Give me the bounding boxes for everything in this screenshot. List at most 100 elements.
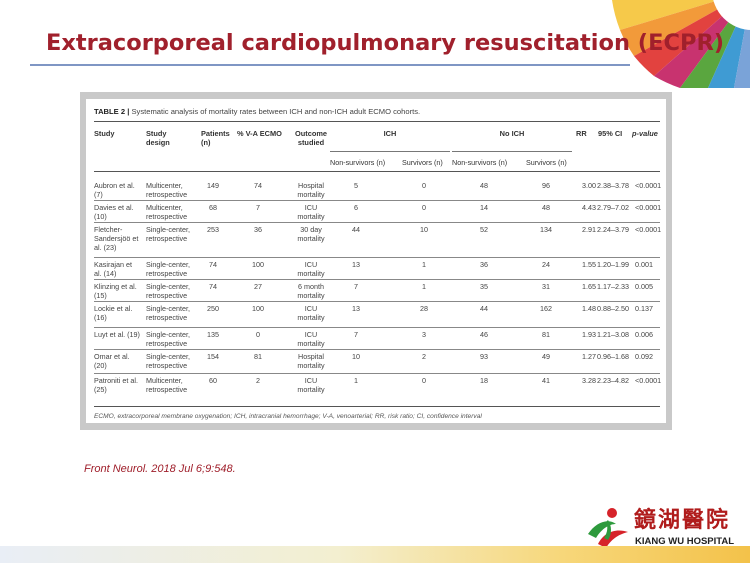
header-design: Study design (146, 129, 170, 147)
cell-line: retrospective (146, 269, 188, 278)
cell-line: ICU (304, 260, 318, 269)
cell-no-s: 41 (542, 376, 550, 385)
cell-patients: 74 (209, 260, 217, 269)
no-ich-nonsurvivors-header: Non-survivors (n) (452, 158, 508, 167)
header-study: Study (94, 129, 115, 138)
cell-line: Multicenter, (146, 181, 183, 190)
cell-patients: 60 (209, 376, 217, 385)
cell-no-ns: 36 (480, 260, 488, 269)
cell-no-s: 134 (540, 225, 552, 234)
cell-study: Lockie et al. (16) (94, 304, 148, 322)
cell-va: 0 (256, 330, 260, 339)
cell-design: Multicenter, retrospective (146, 181, 202, 199)
cell-p: 0.092 (635, 352, 653, 361)
cell-ci: 2.79–7.02 (597, 203, 629, 212)
cell-no-ns: 18 (480, 376, 488, 385)
cell-line: Single-center, (146, 352, 190, 361)
cell-line: mortality (297, 361, 325, 370)
cell-va: 100 (252, 260, 264, 269)
cell-p: <0.0001 (635, 225, 662, 234)
cell-line: (10) (94, 212, 107, 221)
cell-ich-ns: 7 (354, 282, 358, 291)
cell-ich-s: 1 (422, 282, 426, 291)
cell-line: Fletcher- (94, 225, 123, 234)
cell-ich-s: 3 (422, 330, 426, 339)
cell-p: <0.0001 (635, 376, 662, 385)
cell-ich-ns: 13 (352, 260, 360, 269)
cell-study: Fletcher- Sandersjöö et al. (23) (94, 225, 148, 252)
cell-line: mortality (297, 190, 325, 199)
cell-no-s: 81 (542, 330, 550, 339)
header-outcome: Outcome studied (286, 129, 336, 147)
header-no-ich: No ICH (499, 129, 525, 138)
cell-va: 74 (254, 181, 262, 190)
cell-line: mortality (297, 291, 325, 300)
cell-patients: 149 (207, 181, 219, 190)
cell-line: Aubron et al. (94, 181, 135, 190)
cell-no-s: 31 (542, 282, 550, 291)
header-design-line: design (146, 138, 170, 147)
color-fan-corner-icon (612, 0, 750, 88)
cell-study: Omar et al. (20) (94, 352, 148, 370)
row-divider (94, 200, 660, 201)
cell-ich-ns: 1 (354, 376, 358, 385)
cell-study: Klinzing et al. (15) (94, 282, 148, 300)
source-citation: Front Neurol. 2018 Jul 6;9:548. (84, 463, 236, 475)
cell-line: retrospective (146, 212, 188, 221)
cell-rr: 4.43 (582, 203, 596, 212)
cell-design: Single-center, retrospective (146, 282, 202, 300)
cell-line: retrospective (146, 234, 188, 243)
cell-study: Luyt et al. (19) (94, 330, 148, 339)
cell-line: (7) (94, 190, 103, 199)
cell-outcome: ICU mortality (286, 304, 336, 322)
table-top-rule (94, 121, 660, 123)
cell-line: 30 day (300, 225, 322, 234)
cell-line: (20) (94, 361, 107, 370)
cell-outcome: Hospital mortality (286, 352, 336, 370)
table-caption: TABLE 2 | Systematic analysis of mortali… (94, 107, 420, 116)
cell-p: <0.0001 (635, 203, 662, 212)
cell-line: Single-center, (146, 282, 190, 291)
row-divider (94, 373, 660, 374)
cell-line: retrospective (146, 190, 188, 199)
cell-outcome: ICU mortality (286, 260, 336, 278)
cell-ich-ns: 44 (352, 225, 360, 234)
cell-va: 2 (256, 376, 260, 385)
cell-va: 81 (254, 352, 262, 361)
cell-no-s: 48 (542, 203, 550, 212)
cell-no-s: 49 (542, 352, 550, 361)
cell-line: Multicenter, (146, 203, 183, 212)
cell-study: Kasirajan et al. (14) (94, 260, 148, 278)
cell-p: 0.006 (635, 330, 653, 339)
cell-line: (15) (94, 291, 107, 300)
cell-ci: 0.96–1.68 (597, 352, 629, 361)
table-caption-text: Systematic analysis of mortality rates b… (131, 107, 421, 116)
cell-ci: 0.88–2.50 (597, 304, 629, 313)
cell-study: Patroniti et al. (25) (94, 376, 148, 394)
cell-study: Aubron et al. (7) (94, 181, 148, 199)
logo-chinese-name: 鏡湖醫院 (634, 507, 731, 533)
cell-line: retrospective (146, 385, 188, 394)
cell-line: ICU (304, 330, 318, 339)
cell-line: ICU (304, 203, 318, 212)
cell-design: Single-center, retrospective (146, 260, 202, 278)
cell-ci: 1.21–3.08 (597, 330, 629, 339)
header-outcome-line: Outcome (294, 129, 328, 138)
cell-rr: 3.28 (582, 376, 596, 385)
cell-rr: 1.93 (582, 330, 596, 339)
cell-no-s: 96 (542, 181, 550, 190)
cell-line: Lockie et al. (94, 304, 133, 313)
header-ci: 95% CI (598, 129, 623, 138)
cell-ich-s: 0 (422, 376, 426, 385)
row-divider (94, 279, 660, 280)
header-p-value: p-value (632, 129, 658, 138)
cell-line: retrospective (146, 291, 188, 300)
header-patients-line: (n) (201, 138, 211, 147)
cell-no-ns: 48 (480, 181, 488, 190)
cell-ich-s: 28 (420, 304, 428, 313)
cell-line: Single-center, (146, 260, 190, 269)
cell-patients: 135 (207, 330, 219, 339)
cell-ich-s: 1 (422, 260, 426, 269)
ich-nonsurvivors-header: Non-survivors (n) (330, 158, 386, 167)
table-card: TABLE 2 | Systematic analysis of mortali… (86, 99, 666, 423)
